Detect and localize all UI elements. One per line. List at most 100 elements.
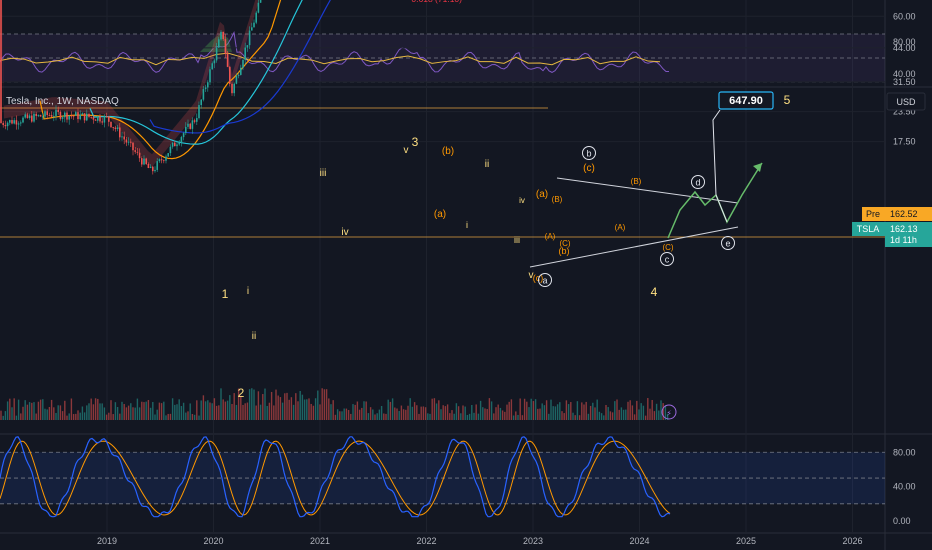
currency-badge <box>886 92 926 111</box>
volume-bar <box>81 406 84 420</box>
candle-body <box>143 158 145 165</box>
volume-bar <box>350 413 352 420</box>
volume-bar <box>433 398 436 420</box>
volume-bar <box>262 394 264 420</box>
candle-body <box>176 144 178 147</box>
candle-body <box>207 82 209 88</box>
volume-bar <box>587 413 590 420</box>
volume-bar <box>233 393 235 420</box>
candle-body <box>81 113 84 115</box>
volume-bar <box>50 399 53 420</box>
candle-body <box>141 158 143 165</box>
candle-body <box>55 109 57 116</box>
volume-bar <box>479 400 482 420</box>
volume-bar <box>88 403 90 420</box>
volume-bar <box>642 405 645 420</box>
candle-body <box>185 126 187 134</box>
volume-bar <box>497 404 499 420</box>
last-price-label: 162.13 <box>890 224 918 234</box>
volume-bar <box>70 398 73 420</box>
candle-body <box>105 115 108 117</box>
volume-bar <box>207 400 209 420</box>
volume-bar <box>306 399 308 420</box>
volume-bar <box>383 413 385 420</box>
wave-label-5: 5 <box>784 93 791 107</box>
volume-bar <box>275 389 277 420</box>
volume-bar <box>438 400 440 420</box>
volume-bar <box>224 401 227 420</box>
volume-bar <box>537 408 539 420</box>
volume-bar <box>464 406 466 420</box>
wave-label-circle-a: a <box>542 276 547 286</box>
volume-bar <box>402 409 405 420</box>
volume-bar <box>543 405 546 420</box>
candle-body <box>180 137 183 143</box>
volume-bar <box>200 400 202 420</box>
volume-bar <box>662 403 664 420</box>
pre-label: Pre <box>866 209 880 219</box>
candle-body <box>11 120 13 124</box>
volume-bar <box>427 413 429 420</box>
volume-bar <box>42 399 44 420</box>
volume-bar <box>356 401 359 420</box>
wave-label-C-1: (C) <box>559 239 570 248</box>
wave-label-iii-2: iii <box>514 235 520 245</box>
stoch-d-line <box>0 440 671 516</box>
volume-bar <box>273 405 275 420</box>
volume-bar <box>334 414 337 420</box>
candle-body <box>229 66 231 84</box>
rsi-tick-label: 80.00 <box>893 37 916 47</box>
pre-badge <box>862 207 885 221</box>
candle-body <box>237 74 240 76</box>
candle-body <box>246 45 249 48</box>
volume-bar <box>160 403 163 420</box>
volume-bar <box>352 404 354 420</box>
volume-bar <box>488 398 491 420</box>
volume-bar <box>297 401 299 420</box>
volume-bar <box>664 405 667 420</box>
volume-bar <box>218 405 220 420</box>
volume-bar <box>259 404 262 420</box>
volume-bar <box>4 411 7 420</box>
volume-bar <box>240 395 242 420</box>
candle-body <box>97 116 99 121</box>
volume-bar <box>347 410 350 420</box>
volume-bar <box>213 398 216 420</box>
volume-bar <box>20 413 22 420</box>
candle-body <box>138 152 141 159</box>
volume-bar <box>365 401 367 420</box>
candle-body <box>165 156 167 161</box>
volume-bar <box>37 401 40 420</box>
chart-title: Tesla, Inc., 1W, NASDAQ <box>6 96 119 107</box>
volume-bar <box>198 415 200 420</box>
x-tick-label: 2019 <box>97 536 117 546</box>
x-tick-label: 2025 <box>736 536 756 546</box>
volume-bar <box>374 414 376 420</box>
volume-bar <box>523 398 526 420</box>
wave-label-circle-b: b <box>586 149 591 159</box>
volume-bar <box>515 411 517 420</box>
volume-bar <box>341 411 343 420</box>
volume-bar <box>187 411 189 420</box>
volume-bar <box>653 411 656 420</box>
volume-bar <box>521 415 524 420</box>
volume-bar <box>625 409 627 420</box>
volume-bar <box>28 402 31 420</box>
wave-label-circle-a-circle <box>538 273 552 287</box>
candle-body <box>121 136 123 138</box>
wave-label-B-2: (B) <box>631 177 642 186</box>
volume-bar <box>545 400 548 420</box>
volume-bar <box>130 403 132 420</box>
volume-bar <box>420 406 422 420</box>
volume-bar <box>528 407 530 420</box>
volume-bar <box>308 398 310 420</box>
candle-body <box>226 53 229 67</box>
volume-bar <box>372 409 374 420</box>
volume-bar <box>640 403 642 420</box>
wave-label-v: v <box>404 145 409 156</box>
volume-bar <box>105 414 108 420</box>
volume-bar <box>431 398 433 420</box>
volume-bar <box>618 409 620 420</box>
candle-body <box>66 112 68 120</box>
